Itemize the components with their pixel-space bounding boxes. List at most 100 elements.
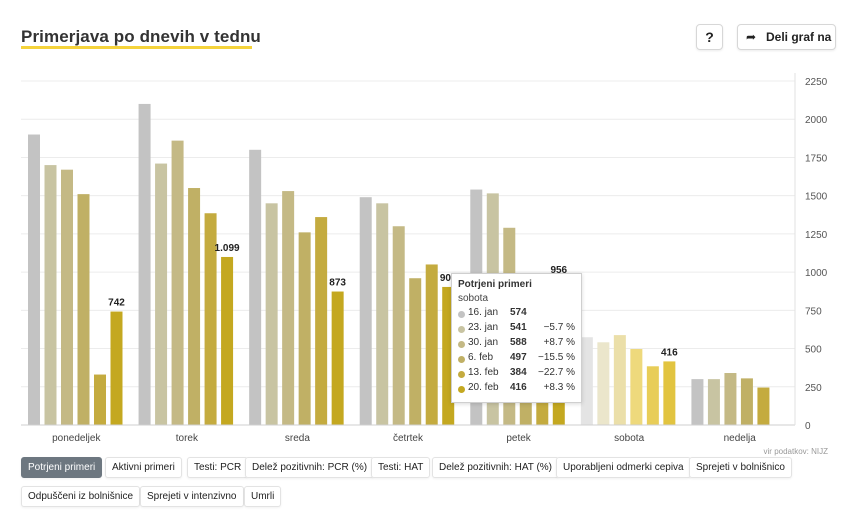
legend-dot-icon — [458, 371, 465, 378]
share-arrow-icon: ➦ — [746, 30, 757, 44]
data-label: 742 — [108, 298, 125, 309]
bar — [724, 373, 737, 425]
tooltip-row-value: 588 — [510, 337, 527, 348]
bar — [61, 169, 73, 425]
y-tick-label: 1500 — [805, 192, 828, 203]
y-tick-label: 750 — [805, 306, 822, 317]
bar — [740, 378, 753, 425]
data-label: 1.099 — [215, 243, 240, 254]
tooltip-row-value: 416 — [510, 382, 527, 393]
tab-testi-hat[interactable]: Testi: HAT — [371, 457, 431, 478]
x-tick-label: torek — [176, 433, 199, 444]
tooltip-subtitle: sobota — [458, 293, 489, 304]
bar — [44, 165, 57, 426]
tab-umrli[interactable]: Umrli — [244, 486, 282, 507]
bar — [138, 103, 151, 425]
help-button[interactable]: ? — [696, 24, 723, 50]
bar — [597, 342, 610, 425]
tab-testi-pcr[interactable]: Testi: PCR — [187, 457, 249, 478]
bar — [331, 291, 344, 425]
bar — [204, 213, 217, 425]
title-underline — [21, 46, 252, 49]
x-tick-label: sreda — [285, 433, 310, 444]
tooltip-rows: 16. jan 574 23. jan 541 −5.7 % 30. jan 588 +8.7… — [458, 307, 575, 397]
tab-delež-pozitivnih-hat[interactable]: Delež pozitivnih: HAT (%) — [432, 457, 559, 478]
tooltip-row-label: 20. feb — [468, 382, 499, 393]
tooltip-row: 16. jan 574 — [458, 307, 575, 322]
bar — [110, 311, 123, 425]
tab-potrjeni-primeri[interactable]: Potrjeni primeri — [21, 457, 103, 478]
tooltip-row-label: 13. feb — [468, 367, 499, 378]
y-tick-label: 1750 — [805, 153, 828, 164]
legend-dot-icon — [458, 326, 465, 333]
bar — [188, 188, 201, 425]
bar — [580, 337, 593, 425]
bar — [409, 278, 422, 425]
tooltip-row-value: 384 — [510, 367, 527, 378]
bar — [376, 203, 389, 425]
bar — [646, 366, 659, 425]
bar — [613, 335, 626, 425]
bar — [265, 203, 278, 425]
tooltip-row-label: 23. jan — [468, 322, 499, 333]
tooltip-title: Potrjeni primeri — [458, 279, 532, 290]
legend-dot-icon — [458, 386, 465, 393]
tooltip-row: 30. jan 588 +8.7 % — [458, 337, 575, 352]
bar — [282, 191, 295, 425]
tooltip-row: 6. feb 497 −15.5 % — [458, 352, 575, 367]
y-tick-label: 1000 — [805, 268, 828, 279]
bar — [691, 379, 704, 425]
tooltip-row-value: 574 — [510, 307, 527, 318]
tab-uporabljeni-odmerki-cepiva[interactable]: Uporabljeni odmerki cepiva — [556, 457, 691, 478]
tooltip-row-label: 16. jan — [468, 307, 499, 318]
tooltip-row-change: +8.3 % — [543, 382, 575, 393]
bar — [171, 140, 184, 426]
y-tick-label: 1250 — [805, 230, 828, 241]
data-label: 416 — [661, 347, 678, 358]
chart-tooltip: Potrjeni primeri sobota 16. jan 574 23. ja… — [451, 273, 582, 403]
source-note: vir podatkov: NIJZ — [763, 447, 828, 456]
bar — [155, 163, 168, 425]
y-tick-label: 2250 — [805, 77, 828, 88]
tab-aktivni-primeri[interactable]: Aktivni primeri — [105, 457, 182, 478]
x-tick-label: četrtek — [393, 433, 424, 444]
bar — [757, 387, 770, 425]
tab-odpuščeni-iz-bolnišnice[interactable]: Odpuščeni iz bolnišnice — [21, 486, 141, 507]
data-label: 873 — [329, 278, 346, 289]
y-tick-label: 2000 — [805, 115, 828, 126]
bar — [77, 194, 90, 425]
y-tick-label: 0 — [805, 421, 811, 432]
bar-chart: 0 250 500 750 1000 1250 1500 1750 2000 2250 742 pon… — [21, 73, 828, 444]
bar — [630, 349, 643, 425]
bar — [221, 256, 234, 425]
bar — [359, 197, 372, 425]
tooltip-row-change: +8.7 % — [543, 337, 575, 348]
tooltip-row-value: 497 — [510, 352, 527, 363]
tab-delež-pozitivnih-pcr[interactable]: Delež pozitivnih: PCR (%) — [245, 457, 375, 478]
tooltip-row-change: −22.7 % — [538, 367, 575, 378]
legend-dot-icon — [458, 311, 465, 318]
x-tick-label: nedelja — [724, 433, 757, 444]
bar — [663, 361, 676, 425]
x-tick-label: sobota — [614, 433, 644, 444]
legend-dot-icon — [458, 356, 465, 363]
y-tick-label: 500 — [805, 345, 822, 356]
chart-title: Primerjava po dnevih v tednu — [21, 27, 261, 46]
tooltip-row-value: 541 — [510, 322, 527, 333]
bar — [392, 226, 405, 425]
y-tick-label: 250 — [805, 383, 822, 394]
tooltip-row: 20. feb 416 +8.3 % — [458, 382, 575, 397]
bar — [94, 374, 106, 425]
bar — [425, 264, 438, 425]
x-tick-label: petek — [506, 433, 531, 444]
share-button[interactable]: ➦ Deli graf na — [737, 24, 836, 50]
tooltip-row-label: 6. feb — [468, 352, 494, 363]
legend-dot-icon — [458, 341, 465, 348]
bar — [28, 134, 40, 425]
tooltip-row-change: −5.7 % — [543, 322, 575, 333]
tab-sprejeti-v-bolnišnico[interactable]: Sprejeti v bolnišnico — [689, 457, 792, 478]
bar — [315, 217, 328, 425]
data-label: 903 — [440, 273, 457, 284]
bar — [707, 379, 720, 425]
tab-sprejeti-v-intenzivno[interactable]: Sprejeti v intenzivno — [140, 486, 244, 507]
